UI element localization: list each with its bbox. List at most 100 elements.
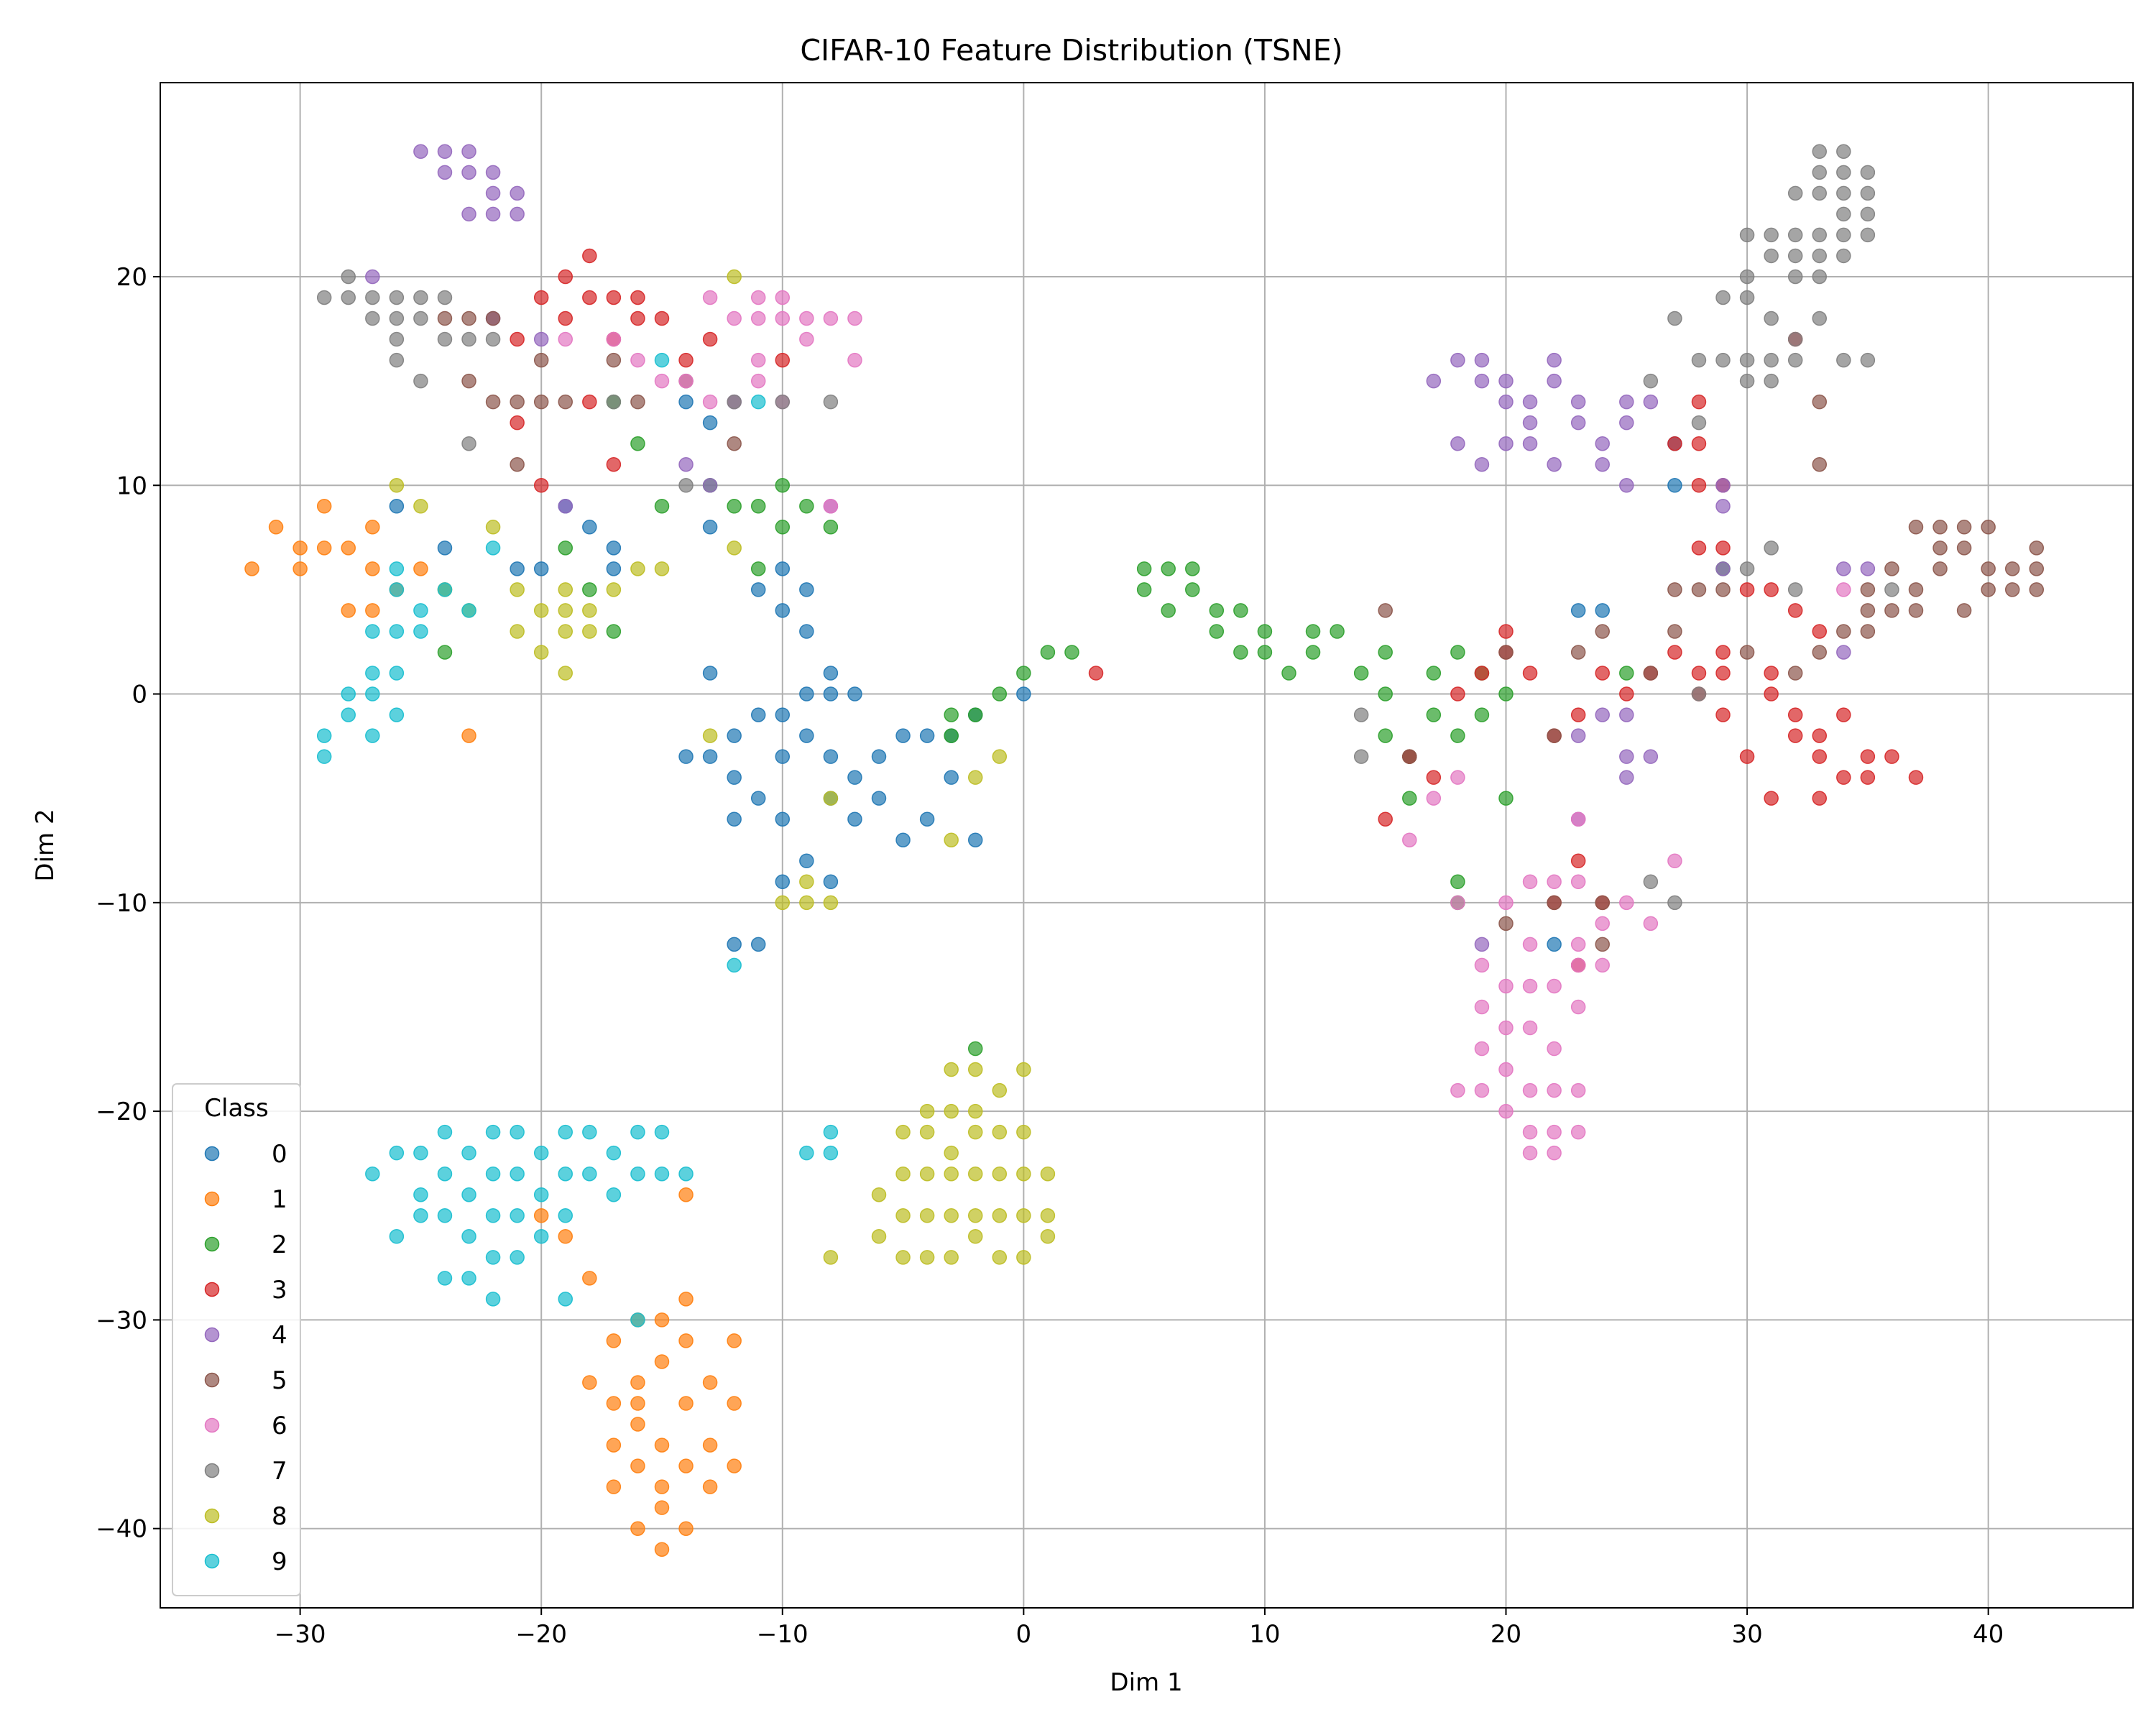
data-point — [1016, 1208, 1031, 1223]
data-point — [582, 1271, 597, 1286]
data-point — [1860, 770, 1876, 785]
data-point — [389, 1145, 405, 1161]
data-point — [1353, 749, 1369, 764]
data-point — [1209, 624, 1225, 639]
data-point — [558, 394, 573, 410]
series-9 — [316, 352, 839, 1328]
data-point — [413, 603, 428, 618]
data-point — [992, 1124, 1008, 1140]
data-point — [582, 520, 597, 535]
data-point — [1739, 227, 1755, 243]
data-point — [1667, 582, 1682, 597]
data-point — [365, 666, 380, 681]
data-point — [558, 331, 573, 347]
data-point — [1450, 1082, 1465, 1098]
data-point — [365, 728, 380, 743]
data-point — [1812, 728, 1828, 743]
data-point — [1474, 456, 1490, 472]
data-point — [437, 144, 453, 160]
data-point — [775, 290, 791, 305]
data-point — [967, 1041, 983, 1057]
data-point — [1257, 624, 1273, 639]
data-point — [654, 1479, 670, 1494]
data-point — [1812, 269, 1828, 285]
data-point — [727, 1396, 742, 1411]
data-point — [558, 1292, 573, 1307]
data-point — [1474, 352, 1490, 368]
data-point — [461, 310, 476, 326]
data-point — [533, 1229, 549, 1244]
data-point — [1764, 540, 1779, 556]
data-point — [461, 1187, 476, 1202]
data-point — [1787, 352, 1803, 368]
data-point — [1812, 165, 1828, 180]
data-point — [630, 1166, 645, 1182]
data-point — [871, 791, 887, 806]
data-point — [750, 561, 766, 576]
data-point — [678, 373, 694, 389]
data-point — [775, 561, 791, 576]
data-point — [389, 666, 405, 681]
y-tick-label: −40 — [96, 1515, 147, 1544]
data-point — [582, 582, 597, 597]
data-point — [1450, 436, 1465, 451]
data-point — [1691, 666, 1707, 681]
data-point — [727, 811, 742, 827]
data-point — [1498, 1103, 1514, 1119]
data-point — [1884, 749, 1899, 764]
data-point — [1860, 185, 1876, 201]
data-point — [365, 561, 380, 576]
data-point — [1739, 582, 1755, 597]
data-point — [1836, 582, 1851, 597]
data-point — [1812, 248, 1828, 264]
data-point — [823, 749, 839, 764]
y-tick-label: −10 — [96, 889, 147, 918]
data-point — [727, 1333, 742, 1348]
data-point — [389, 331, 405, 347]
data-point — [1787, 227, 1803, 243]
data-point — [799, 1145, 814, 1161]
data-point — [582, 394, 597, 410]
data-point — [702, 290, 718, 305]
data-point — [389, 561, 405, 576]
legend: Class 0 1 2 3 4 5 6 7 8 9 — [172, 1083, 301, 1596]
data-point — [2029, 582, 2045, 597]
data-point — [919, 1124, 935, 1140]
data-point — [1547, 1082, 1562, 1098]
data-point — [1764, 666, 1779, 681]
data-point — [1402, 832, 1417, 847]
data-point — [1860, 206, 1876, 222]
data-point — [316, 499, 332, 514]
data-point — [510, 456, 525, 472]
data-point — [1739, 269, 1755, 285]
data-point — [702, 415, 718, 431]
data-point — [558, 1229, 573, 1244]
data-point — [1691, 436, 1707, 451]
data-point — [654, 1354, 670, 1369]
data-point — [1547, 978, 1562, 994]
data-point — [316, 540, 332, 556]
data-point — [1474, 707, 1490, 722]
data-point — [750, 707, 766, 722]
data-point — [1739, 645, 1755, 660]
data-point — [1619, 686, 1634, 702]
data-point — [437, 1208, 453, 1223]
data-point — [485, 185, 501, 201]
data-point — [1161, 603, 1176, 618]
data-point — [461, 206, 476, 222]
data-point — [606, 352, 622, 368]
data-point — [1040, 1166, 1056, 1182]
data-point — [799, 499, 814, 514]
data-point — [630, 1124, 645, 1140]
data-point — [510, 582, 525, 597]
data-point — [775, 310, 791, 326]
data-point — [1353, 707, 1369, 722]
data-point — [2029, 561, 2045, 576]
data-point — [461, 144, 476, 160]
data-point — [1136, 561, 1152, 576]
data-point — [823, 1124, 839, 1140]
data-point — [365, 686, 380, 702]
data-point — [775, 603, 791, 618]
data-point — [1667, 853, 1682, 869]
